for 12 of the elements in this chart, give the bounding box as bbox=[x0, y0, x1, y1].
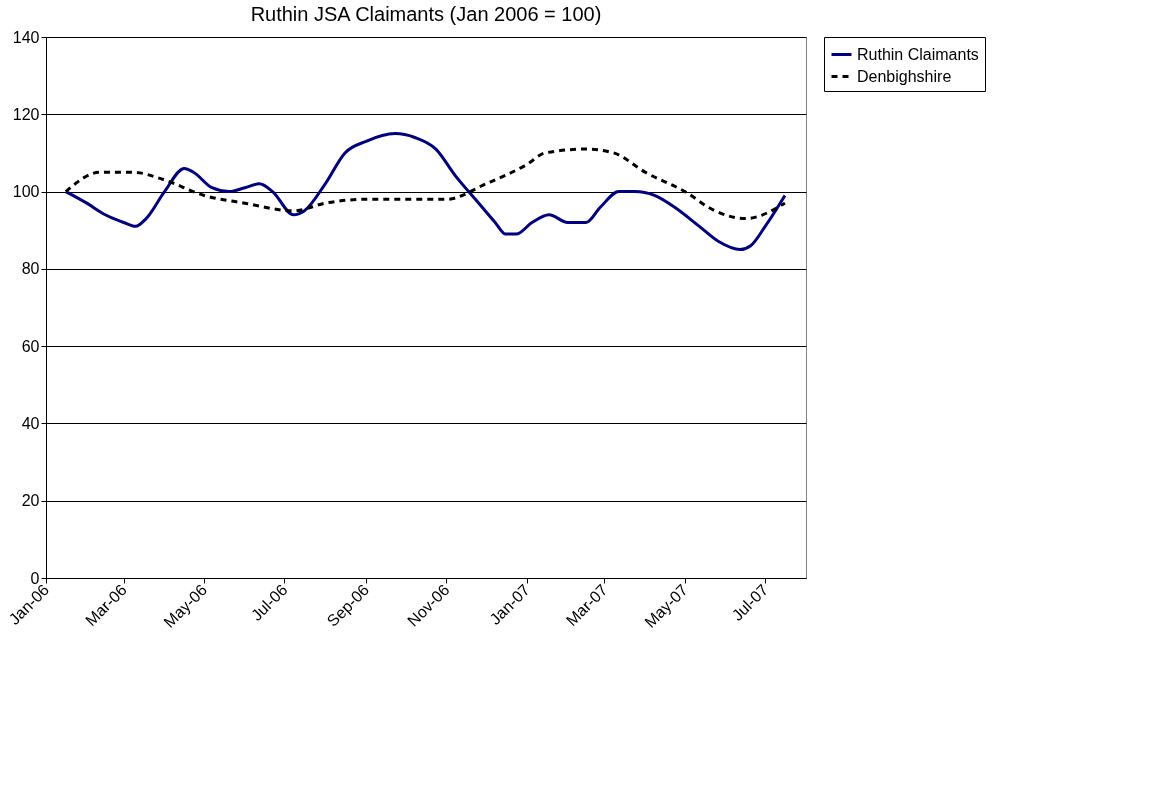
y-tick-label: 20 bbox=[21, 492, 40, 510]
y-tick-label: 40 bbox=[21, 414, 40, 432]
y-tick-label: 60 bbox=[21, 337, 40, 355]
y-tick-label: 120 bbox=[12, 105, 40, 123]
y-tick-label: 0 bbox=[30, 569, 40, 587]
y-tick-label: 100 bbox=[12, 183, 40, 201]
chart-title: Ruthin JSA Claimants (Jan 2006 = 100) bbox=[250, 3, 602, 25]
legend-label: Denbighshire bbox=[857, 67, 952, 85]
y-tick-label: 80 bbox=[21, 260, 40, 278]
line-series bbox=[64, 132, 787, 252]
legend-label: Ruthin Claimants bbox=[857, 45, 979, 63]
y-tick-label: 140 bbox=[12, 28, 40, 46]
